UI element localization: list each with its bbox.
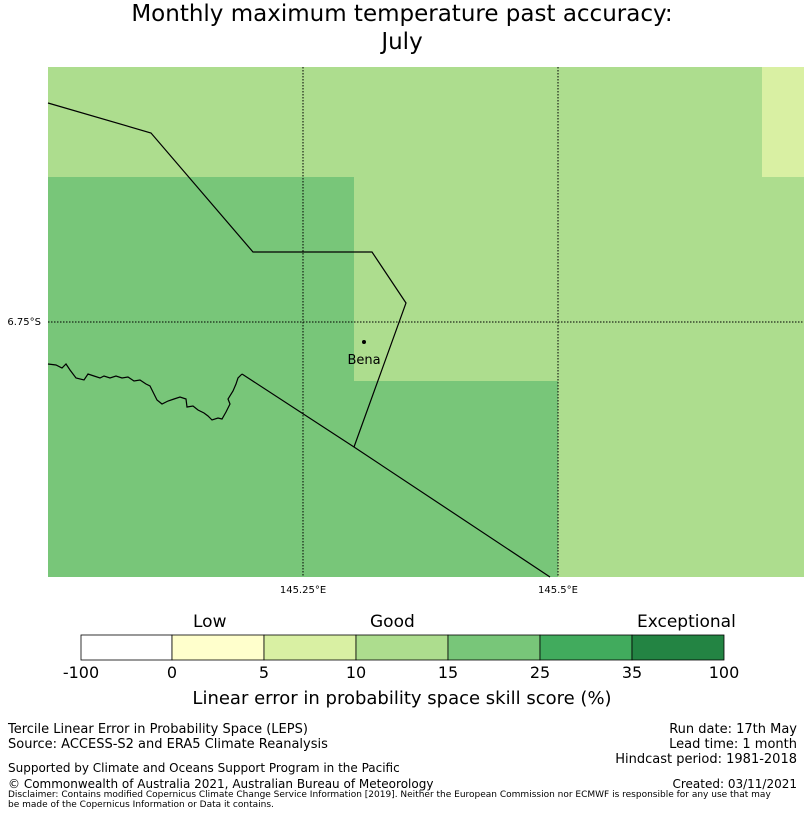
colorbar-label-low: Low (193, 612, 227, 632)
title-line-2: July (381, 29, 423, 55)
data-source: Source: ACCESS-S2 and ERA5 Climate Reana… (8, 737, 328, 752)
colorbar-tick: 25 (529, 663, 551, 682)
colorbar-tick: 100 (708, 663, 740, 682)
colorbar-title: Linear error in probability space skill … (192, 688, 612, 709)
colorbar-tick: 0 (166, 663, 178, 682)
title-line-1: Monthly maximum temperature past accurac… (131, 1, 673, 27)
colorbar-segment-lt0 (80, 634, 173, 661)
footer-right: Run date: 17th May Lead time: 1 month Hi… (615, 722, 797, 767)
colorbar-segment-35-100 (631, 634, 725, 661)
province-boundary-west (47, 363, 243, 421)
province-boundary-south (241, 373, 551, 578)
colorbar-segment-15-25 (447, 634, 541, 661)
disclaimer-line-1: Disclaimer: Contains modified Copernicus… (8, 790, 771, 800)
lat-label: 6.75°S (7, 317, 41, 328)
colorbar-tick: 35 (621, 663, 643, 682)
map-cell-lower-left (48, 177, 354, 577)
colorbar-tick: -100 (62, 663, 100, 682)
run-date: Run date: 17th May (669, 722, 797, 737)
hindcast-period: Hindcast period: 1981-2018 (615, 752, 797, 767)
created-date: Created: 03/11/2021 (672, 777, 797, 791)
bena-marker (362, 340, 366, 344)
map-cell-top-right (762, 67, 804, 177)
lead-time: Lead time: 1 month (669, 737, 797, 752)
province-boundary (47, 102, 407, 448)
colorbar-label-good: Good (370, 612, 415, 632)
map-title: Monthly maximum temperature past accurac… (0, 0, 804, 56)
lon-label-145-5: 145.5°E (538, 585, 578, 596)
colorbar-segment-10-15 (355, 634, 449, 661)
support-note: Supported by Climate and Oceans Support … (8, 761, 400, 775)
map-cell-center-bottom (354, 381, 558, 577)
colorbar-tick: 15 (437, 663, 459, 682)
colorbar-tick: 5 (258, 663, 270, 682)
disclaimer-line-2: be made of the Copernicus Information or… (8, 800, 274, 810)
map-cell-center-top (354, 67, 558, 381)
lon-label-145-25: 145.25°E (280, 585, 326, 596)
colorbar-tick: 10 (345, 663, 367, 682)
bena-label: Bena (347, 353, 380, 368)
colorbar-segment-25-35 (539, 634, 633, 661)
colorbar-segment-5-10 (263, 634, 357, 661)
colorbar-segment-0-5 (171, 634, 265, 661)
copyright-note: © Commonwealth of Australia 2021, Austra… (8, 777, 434, 791)
colorbar-label-exceptional: Exceptional (637, 612, 736, 632)
colorbar (80, 634, 725, 661)
footer-left: Tercile Linear Error in Probability Spac… (8, 722, 328, 752)
map-cell-top-left (48, 67, 354, 177)
disclaimer: Disclaimer: Contains modified Copernicus… (8, 790, 798, 810)
product-description: Tercile Linear Error in Probability Spac… (8, 722, 308, 737)
